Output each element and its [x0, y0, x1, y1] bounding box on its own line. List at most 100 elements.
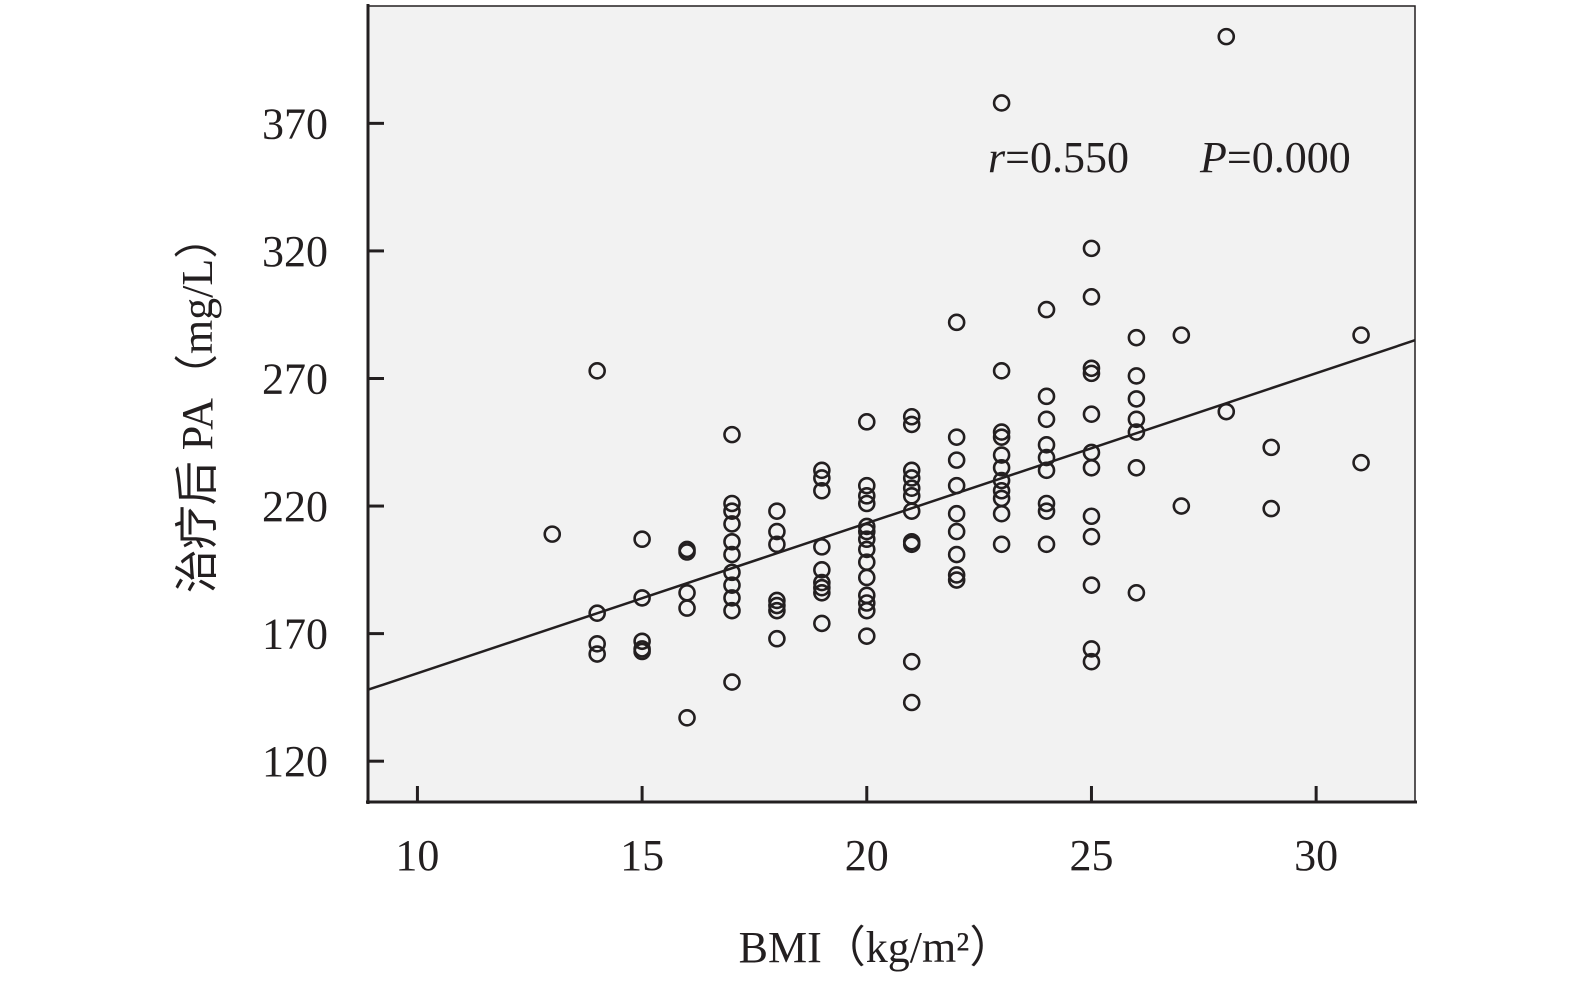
data-point [1127, 367, 1146, 385]
data-point [1082, 527, 1101, 546]
data-point [1352, 326, 1370, 344]
data-point [947, 504, 966, 523]
data-point [723, 601, 741, 620]
data-point [1127, 328, 1146, 347]
x-tick-label: 10 [395, 831, 439, 880]
data-point [857, 487, 876, 505]
data-point [1172, 326, 1191, 344]
data-point [1127, 390, 1146, 408]
data-point [768, 596, 786, 615]
data-point [902, 535, 921, 554]
data-point [813, 573, 831, 592]
y-tick-label: 370 [262, 99, 328, 148]
data-point [1082, 405, 1101, 424]
x-tick-label: 15 [620, 831, 664, 880]
data-point [768, 591, 786, 610]
data-point [1082, 458, 1101, 477]
data-point [633, 642, 651, 661]
data-point [723, 425, 741, 444]
data-point [768, 535, 786, 554]
data-point [902, 652, 921, 671]
p-label: P [1199, 133, 1227, 182]
data-point [992, 446, 1011, 464]
data-point [902, 461, 921, 480]
data-point [1262, 499, 1281, 518]
data-point [1037, 436, 1056, 454]
data-point [857, 594, 876, 612]
data-point [1082, 364, 1101, 383]
data-point [768, 629, 786, 648]
data-point [723, 673, 741, 691]
r-value: =0.550 [1005, 133, 1129, 182]
y-tick-label: 170 [262, 610, 328, 659]
data-point [992, 94, 1011, 112]
x-axis-title: BMI（kg/m²） [739, 923, 1014, 972]
y-tick-label: 320 [262, 227, 328, 276]
data-point [857, 476, 876, 495]
data-point [813, 561, 831, 579]
data-point [678, 543, 696, 561]
data-point [1037, 448, 1056, 467]
data-point [813, 481, 831, 500]
data-point [723, 532, 741, 551]
data-point [947, 545, 966, 564]
data-point [992, 423, 1011, 441]
r-label: r [988, 133, 1006, 182]
data-point [768, 502, 786, 520]
data-point [902, 407, 921, 426]
data-point [723, 515, 741, 533]
data-point [992, 428, 1011, 446]
data-point [1082, 576, 1101, 594]
data-point [1082, 239, 1101, 258]
axis-ticks: 10 15 20 25 30 120 170 220 270 320 370 [262, 99, 1338, 880]
data-point [723, 494, 741, 513]
data-point [1127, 458, 1146, 477]
data-point [723, 545, 741, 564]
data-point [588, 645, 606, 663]
data-point [588, 604, 606, 623]
x-tick-label: 25 [1069, 831, 1113, 880]
data-point [1037, 300, 1056, 319]
data-point [723, 589, 741, 607]
regression-line [367, 339, 1416, 691]
data-point [723, 563, 741, 582]
data-point [857, 540, 876, 559]
p-value: =0.000 [1227, 133, 1351, 182]
data-point [1082, 359, 1101, 378]
data-point [902, 693, 921, 712]
data-point [857, 568, 876, 587]
y-axis-title: 治疗后 PA（mg/L） [173, 215, 222, 594]
data-point [947, 571, 966, 589]
data-point [1037, 502, 1056, 520]
data-point [1037, 494, 1056, 513]
data-point [992, 458, 1011, 477]
data-point [813, 583, 831, 602]
data-point [1127, 423, 1146, 441]
data-point [813, 469, 831, 487]
data-point [633, 530, 651, 549]
data-point [633, 589, 651, 607]
data-point [1082, 640, 1101, 658]
data-point [678, 599, 696, 617]
data-point [947, 428, 966, 446]
data-point [1082, 507, 1101, 526]
x-tick-label: 20 [845, 831, 889, 880]
data-point [902, 479, 921, 497]
data-point [947, 451, 966, 469]
y-tick-label: 220 [262, 482, 328, 531]
x-tick-label: 30 [1294, 831, 1338, 880]
data-point [1172, 497, 1191, 515]
data-point [1037, 387, 1056, 406]
data-point [1217, 27, 1236, 46]
data-point [1037, 410, 1056, 429]
data-point [588, 362, 606, 380]
data-point [1082, 288, 1101, 306]
data-point [678, 709, 696, 727]
data-points [543, 27, 1370, 727]
correlation-annotation: r=0.550 P=0.000 [988, 133, 1351, 182]
data-point [813, 614, 831, 633]
data-point [813, 461, 831, 480]
data-point [857, 413, 876, 431]
data-point [723, 502, 741, 520]
